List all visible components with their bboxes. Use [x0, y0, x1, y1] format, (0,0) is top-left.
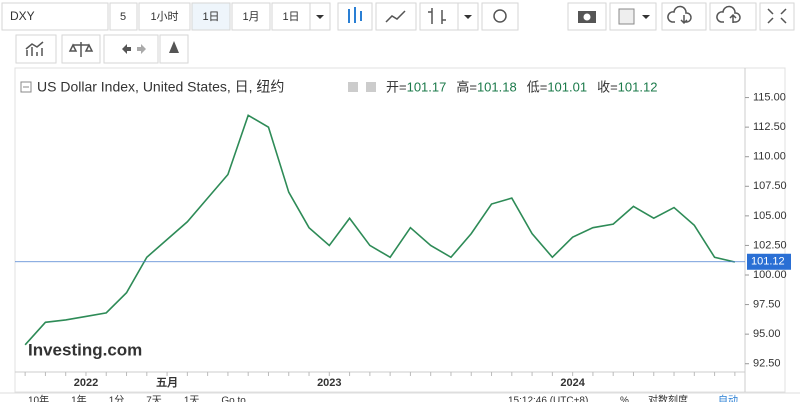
footer-option[interactable]: 自动	[718, 394, 738, 402]
range-button-label: 1日	[202, 11, 219, 23]
last-price-label: 101.12	[751, 256, 785, 268]
toolbar-icons	[309, 2, 795, 31]
y-tick-label: 112.50	[753, 121, 786, 133]
y-tick-label: 107.50	[753, 180, 787, 192]
settings-icon[interactable]	[366, 82, 376, 92]
x-tick-label: 2023	[317, 377, 341, 389]
range-button-label: 1日	[282, 11, 299, 23]
y-tick-label: 102.50	[753, 239, 787, 251]
y-tick-label: 95.00	[753, 328, 781, 340]
watermark: Investing.com	[28, 340, 142, 359]
interval: 5	[120, 11, 126, 23]
range-button[interactable]	[138, 2, 191, 31]
x-tick-label: 2022	[74, 377, 98, 389]
legend-item-label: 开=	[386, 79, 407, 94]
y-tick-label: 100.00	[753, 269, 787, 281]
footer-button[interactable]: 10年	[28, 394, 49, 402]
y-tick-label: 115.00	[753, 91, 786, 103]
legend: US Dollar Index, United States, 日, 纽约 开=…	[20, 79, 658, 95]
footer-button[interactable]: Go to...	[221, 396, 254, 402]
legend-item-value: 101.17	[407, 79, 447, 94]
legend-item-value: 101.01	[547, 79, 587, 94]
y-tick-label: 105.00	[753, 210, 787, 222]
legend-title: US Dollar Index, United States, 日, 纽约	[37, 79, 284, 95]
plot-frame	[14, 67, 786, 393]
y-tick-label: 110.00	[753, 151, 786, 163]
symbol: DXY	[10, 9, 35, 23]
toolbar-row-2	[15, 34, 189, 64]
interval-button[interactable]	[109, 2, 138, 31]
legend-item-label: 高=	[456, 79, 477, 94]
symbol-input[interactable]	[1, 2, 109, 31]
collapse-icon[interactable]	[20, 81, 32, 93]
footer-button[interactable]: 1年	[71, 394, 87, 402]
legend-item-label: 收=	[597, 79, 618, 94]
legend-item-value: 101.18	[477, 79, 517, 94]
y-tick-label: 97.50	[753, 298, 781, 310]
legend-item-label: 低=	[527, 79, 548, 94]
range-button[interactable]	[191, 2, 231, 31]
footer-option[interactable]: 对数刻度	[648, 394, 688, 402]
footer-option[interactable]: %	[620, 396, 629, 402]
price-line	[24, 114, 736, 346]
range-button-label: 1月	[242, 11, 259, 23]
range-button[interactable]	[231, 2, 271, 31]
y-tick-label: 92.50	[753, 358, 781, 370]
legend-item-value: 101.12	[618, 79, 658, 94]
footer-time: 15:12:46 (UTC+8)	[508, 396, 588, 402]
x-tick-label: 五月	[156, 376, 178, 389]
range-button-label: 1小时	[150, 10, 178, 23]
range-button[interactable]	[271, 2, 311, 31]
footer-button[interactable]: 1天	[184, 396, 200, 402]
last-price-box	[747, 253, 791, 270]
footer-button[interactable]: 7天	[146, 396, 162, 402]
eye-icon[interactable]	[348, 82, 358, 92]
x-tick-label: 2024	[560, 377, 585, 389]
footer-button[interactable]: 1分	[109, 395, 125, 402]
